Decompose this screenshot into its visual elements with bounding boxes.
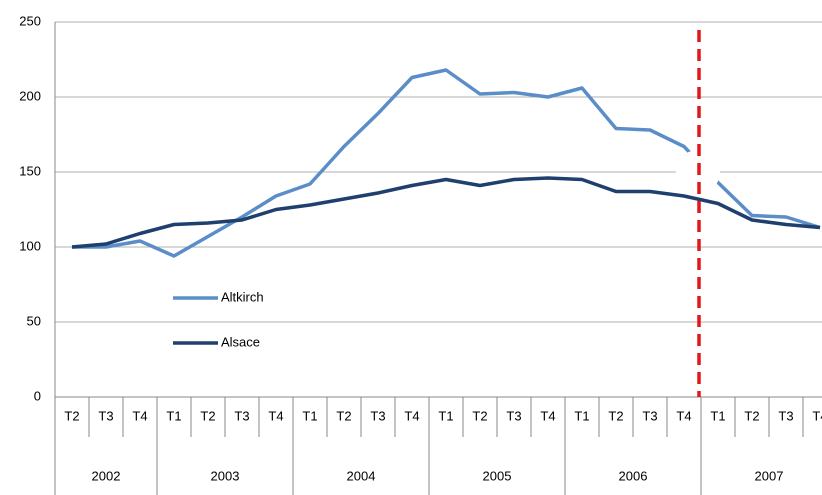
- group-label: 2006: [619, 468, 648, 483]
- x-tick-label: T2: [336, 408, 351, 423]
- group-label: 2003: [211, 468, 240, 483]
- y-tick-label: 150: [19, 163, 41, 178]
- x-tick-label: T1: [438, 408, 453, 423]
- x-tick-label: T4: [676, 408, 691, 423]
- x-tick-label: T4: [132, 408, 147, 423]
- y-tick-label: 250: [19, 13, 41, 28]
- x-tick-label: T1: [302, 408, 317, 423]
- x-tick-label: T1: [166, 408, 181, 423]
- x-tick-label: T4: [404, 408, 419, 423]
- x-tick-label: T2: [200, 408, 215, 423]
- x-tick-label: T4: [268, 408, 283, 423]
- x-tick-label: T3: [642, 408, 657, 423]
- x-tick-label: T2: [64, 408, 79, 423]
- legend-label: Alsace: [221, 334, 260, 349]
- y-tick-label: 200: [19, 88, 41, 103]
- y-tick-label: 50: [27, 313, 41, 328]
- x-tick-label: T3: [98, 408, 113, 423]
- x-tick-label: T1: [574, 408, 589, 423]
- x-tick-label: T3: [370, 408, 385, 423]
- y-tick-label: 0: [34, 388, 41, 403]
- x-tick-label: T4: [540, 408, 555, 423]
- group-label: 2004: [347, 468, 376, 483]
- x-tick-label: T2: [744, 408, 759, 423]
- x-tick-label: T2: [608, 408, 623, 423]
- y-tick-label: 100: [19, 238, 41, 253]
- x-tick-label: T4: [812, 408, 822, 423]
- series-line: [71, 176, 821, 249]
- x-tick-label: T2: [472, 408, 487, 423]
- group-label: 2005: [483, 468, 512, 483]
- group-label: 2002: [92, 468, 121, 483]
- x-tick-label: T3: [778, 408, 793, 423]
- x-tick-label: T3: [506, 408, 521, 423]
- x-tick-label: T3: [234, 408, 249, 423]
- legend-label: Altkirch: [221, 289, 264, 304]
- group-label: 2007: [755, 468, 784, 483]
- x-tick-label: T1: [710, 408, 725, 423]
